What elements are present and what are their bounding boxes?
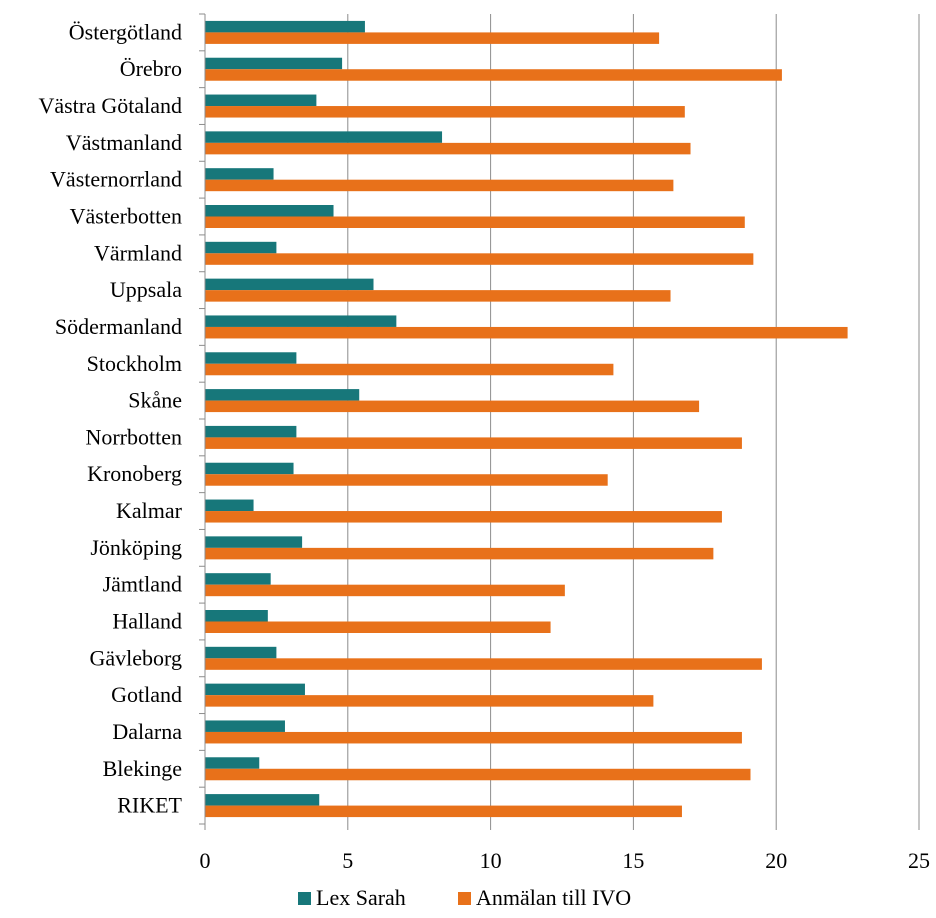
bar-anmalan-ivo: [205, 326, 848, 339]
category-label: Värmland: [94, 240, 182, 265]
bar-lex-sarah: [205, 94, 317, 107]
bar-lex-sarah: [205, 573, 271, 585]
legend: Lex Sarah Anmälan till IVO: [298, 885, 631, 910]
bar-anmalan-ivo: [205, 32, 660, 44]
x-tick-labels: 0 5 10 15 20 25: [200, 848, 931, 873]
category-label: Dalarna: [112, 719, 182, 744]
x-tick-label: 15: [622, 848, 644, 873]
category-label: Stockholm: [87, 351, 182, 376]
x-tick-label: 0: [200, 848, 211, 873]
bar-anmalan-ivo: [205, 106, 685, 118]
category-label: Västmanland: [66, 130, 182, 155]
bar-anmalan-ivo: [205, 511, 722, 523]
bar-lex-sarah: [205, 794, 320, 806]
bar-anmalan-ivo: [205, 69, 782, 81]
legend-label: Lex Sarah: [316, 885, 406, 910]
bar-lex-sarah: [205, 241, 277, 254]
bar-anmalan-ivo: [205, 437, 742, 449]
bar-series: [205, 20, 848, 818]
category-label: Västerbotten: [70, 204, 182, 229]
bar-lex-sarah: [205, 610, 268, 622]
bar-lex-sarah: [205, 536, 303, 548]
bar-lex-sarah: [205, 57, 343, 70]
category-label: Gotland: [111, 682, 182, 707]
legend-swatch: [458, 892, 471, 905]
bar-anmalan-ivo: [205, 142, 691, 155]
legend-label: Anmälan till IVO: [476, 885, 631, 910]
bar-lex-sarah: [205, 499, 254, 512]
bar-lex-sarah: [205, 646, 277, 659]
bar-lex-sarah: [205, 720, 285, 732]
bar-lex-sarah: [205, 683, 305, 696]
bar-lex-sarah: [205, 205, 334, 217]
bar-lex-sarah: [205, 352, 297, 364]
category-label: Gävleborg: [90, 645, 182, 670]
category-label: Blekinge: [103, 756, 182, 781]
category-label: Västra Götaland: [38, 93, 182, 118]
category-labels: Östergötland Örebro Västra Götaland Västman…: [38, 19, 182, 817]
bar-anmalan-ivo: [205, 400, 700, 413]
bar-lex-sarah: [205, 315, 397, 327]
bar-lex-sarah: [205, 425, 297, 438]
x-tick-label: 20: [765, 848, 787, 873]
category-label: Halland: [112, 609, 182, 634]
bar-anmalan-ivo: [205, 584, 565, 597]
category-label: Västernorrland: [50, 167, 182, 192]
bar-anmalan-ivo: [205, 547, 714, 560]
category-label: Jämtland: [103, 572, 182, 597]
category-label: Jönköping: [90, 535, 182, 560]
bar-anmalan-ivo: [205, 768, 751, 781]
bar-anmalan-ivo: [205, 658, 762, 670]
bar-anmalan-ivo: [205, 621, 551, 633]
bar-lex-sarah: [205, 389, 360, 401]
category-label: RIKET: [117, 793, 182, 818]
legend-swatch: [298, 892, 311, 905]
bar-lex-sarah: [205, 462, 294, 475]
x-tick-label: 10: [480, 848, 502, 873]
x-tick-label: 5: [342, 848, 353, 873]
category-label: Kronoberg: [87, 461, 182, 486]
category-label: Skåne: [128, 388, 182, 413]
x-tick-label: 25: [908, 848, 930, 873]
category-label: Kalmar: [116, 498, 183, 523]
bar-anmalan-ivo: [205, 363, 614, 376]
category-label: Uppsala: [110, 277, 182, 302]
bar-lex-sarah: [205, 20, 365, 33]
bar-anmalan-ivo: [205, 695, 654, 707]
bar-lex-sarah: [205, 757, 260, 769]
category-label: Södermanland: [55, 314, 182, 339]
bar-anmalan-ivo: [205, 179, 674, 192]
bar-anmalan-ivo: [205, 731, 742, 744]
bar-anmalan-ivo: [205, 474, 608, 486]
bar-lex-sarah: [205, 278, 374, 291]
bar-lex-sarah: [205, 131, 443, 143]
category-label: Östergötland: [69, 19, 182, 44]
bar-anmalan-ivo: [205, 805, 682, 818]
axes: [199, 13, 920, 830]
bar-lex-sarah: [205, 168, 274, 180]
category-label: Örebro: [120, 56, 182, 81]
bar-anmalan-ivo: [205, 290, 671, 302]
bar-anmalan-ivo: [205, 253, 754, 265]
category-label: Norrbotten: [85, 424, 182, 449]
bar-anmalan-ivo: [205, 216, 745, 228]
